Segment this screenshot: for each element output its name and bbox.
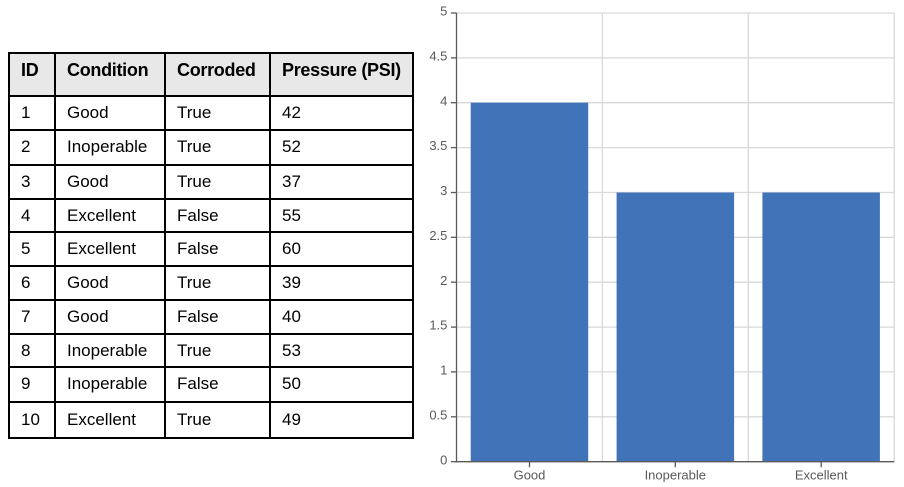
svg-text:4.5: 4.5 bbox=[429, 49, 447, 64]
svg-text:4: 4 bbox=[440, 93, 447, 108]
svg-text:1.5: 1.5 bbox=[429, 318, 447, 333]
svg-text:5: 5 bbox=[440, 4, 447, 19]
svg-text:2.5: 2.5 bbox=[429, 228, 447, 243]
svg-text:Excellent: Excellent bbox=[795, 468, 848, 483]
svg-text:2: 2 bbox=[440, 273, 447, 288]
svg-text:Inoperable: Inoperable bbox=[645, 468, 706, 483]
svg-text:0: 0 bbox=[440, 452, 447, 467]
svg-text:3.5: 3.5 bbox=[429, 138, 447, 153]
svg-text:1: 1 bbox=[440, 363, 447, 378]
svg-text:Good: Good bbox=[514, 468, 546, 483]
svg-text:0.5: 0.5 bbox=[429, 407, 447, 422]
svg-text:3: 3 bbox=[440, 183, 447, 198]
